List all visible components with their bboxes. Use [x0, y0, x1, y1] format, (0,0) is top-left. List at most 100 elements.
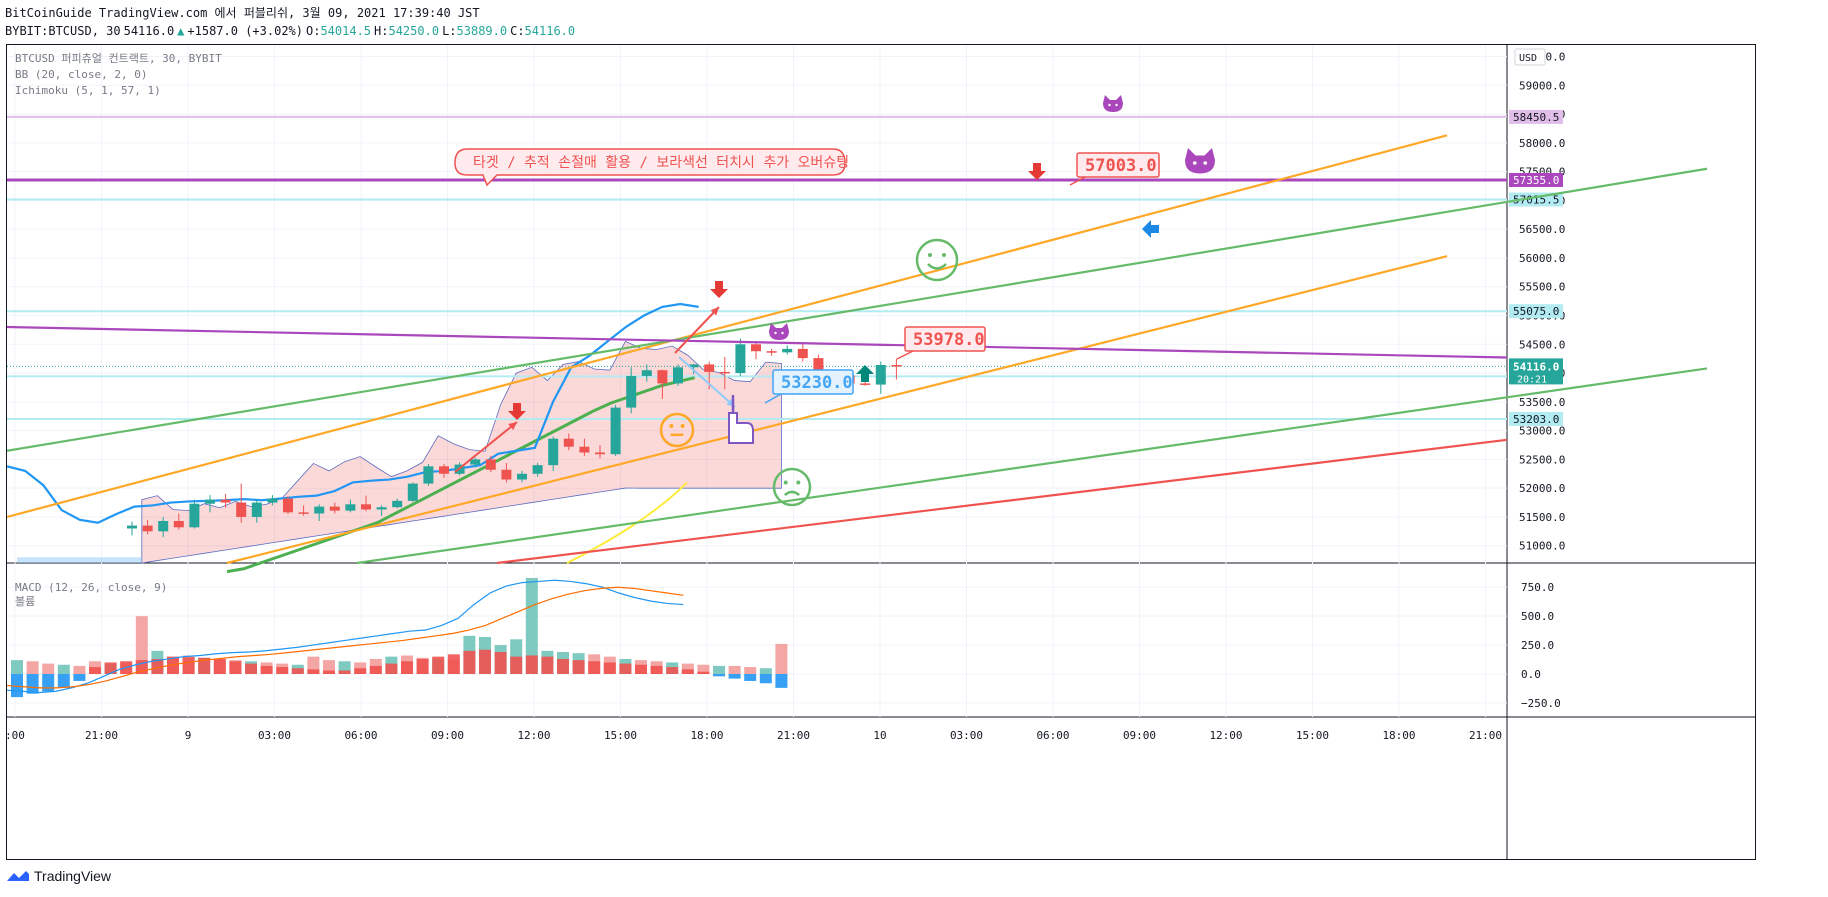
price-pane[interactable]	[7, 115, 1507, 574]
volume-bar	[354, 662, 367, 674]
candle-body	[205, 499, 215, 504]
price-tick-label: 59000.0	[1519, 79, 1565, 92]
macd-histogram-bar	[744, 674, 757, 681]
price-axis[interactable]: 59500.059000.058500.058000.057500.057000…	[1509, 48, 1565, 553]
chart-header: BitCoinGuide TradingView.com 에서 퍼블리쉬, 3월…	[5, 4, 578, 40]
price-tick-label: 56000.0	[1519, 252, 1565, 265]
macd-histogram-bar	[697, 671, 710, 674]
macd-axis[interactable]: 750.0 500.0 250.0 0.0 −250.0	[1521, 581, 1561, 710]
macd-histogram-bar	[276, 667, 289, 674]
open-value: 54014.5	[320, 24, 372, 38]
bollinger-upper-line	[7, 302, 699, 524]
macd-histogram-bar	[494, 652, 507, 674]
cat-icon-eye	[1108, 103, 1111, 107]
candle-body	[735, 344, 746, 374]
chart-canvas[interactable]: 59500.059000.058500.058000.057500.057000…	[7, 45, 1755, 859]
volume-bar	[713, 665, 725, 674]
candle-body	[766, 351, 777, 353]
projection-arrow-2-head	[710, 307, 719, 316]
price-tick-label: 53000.0	[1519, 425, 1565, 438]
price-tick-label: 51500.0	[1519, 511, 1565, 524]
volume-bar	[135, 616, 148, 674]
projection-arrow-1-head	[508, 422, 517, 431]
macd-histogram-bar	[759, 674, 772, 684]
macd-histogram-bar	[525, 655, 538, 674]
price-tick-label: 53500.0	[1519, 396, 1565, 409]
candle-body	[173, 520, 184, 528]
trend-line	[7, 167, 1708, 452]
macd-histogram-bar	[104, 662, 117, 674]
candle-body	[797, 348, 808, 359]
time-tick-label: 03:00	[950, 729, 983, 742]
macd-histogram-bar	[681, 669, 694, 674]
macd-pane[interactable]	[7, 577, 788, 698]
macd-histogram-bar	[182, 657, 195, 674]
cat-icon-eye	[1203, 161, 1208, 165]
time-tick-label: 21:00	[777, 729, 810, 742]
chart-frame[interactable]: 59500.059000.058500.058000.057500.057000…	[6, 44, 1756, 860]
time-axis[interactable]: :00 21:00 9 03:00 06:00 09:00 12:00 15:00 18:00 2…	[7, 729, 1502, 742]
callout-shape	[454, 148, 846, 187]
price-marker	[1509, 411, 1563, 426]
macd-tick-label: −250.0	[1521, 697, 1561, 710]
price-marker-label: 55075.0	[1513, 305, 1559, 318]
candle-body	[657, 370, 668, 384]
macd-histogram-bar	[713, 674, 725, 677]
time-tick-label: 15:00	[604, 729, 637, 742]
footer[interactable]: TradingView	[6, 868, 111, 884]
volume-bar	[759, 668, 772, 674]
macd-histogram-bar	[89, 667, 101, 674]
macd-histogram-bar	[401, 661, 413, 674]
happy-face-icon-eye	[928, 253, 932, 257]
macd-histogram-bar	[260, 665, 273, 674]
candle-body	[548, 438, 559, 466]
macd-histogram-bar	[354, 668, 367, 674]
volume-bar	[42, 663, 55, 674]
price-marker-label: 57015.5	[1513, 194, 1559, 207]
candle-body	[439, 466, 449, 474]
macd-histogram-bar	[572, 660, 585, 674]
neutral-face-icon	[659, 412, 695, 448]
price-tick-label: 51000.0	[1519, 540, 1565, 553]
ohlc-line: BYBIT:BTCUSD, 30 54116.0 ▲ +1587.0 (+3.02%)…	[5, 24, 576, 38]
candle-body	[345, 504, 356, 511]
trend-line	[356, 367, 1708, 565]
candle-body	[376, 507, 387, 510]
price-marker	[1509, 192, 1563, 207]
price-marker-label: 53203.0	[1513, 413, 1559, 426]
candle-body	[501, 469, 512, 480]
candle-body	[470, 459, 481, 465]
macd-histogram-bar	[338, 670, 351, 674]
candle-body	[267, 498, 278, 503]
candle-body	[236, 502, 247, 517]
macd-histogram-bar	[26, 674, 39, 694]
drawings[interactable]: 타겟 / 추적 손절매 활용 / 보라색선 터치시 추가 오버슈팅 57003.0…	[7, 95, 1708, 565]
price-marker	[1509, 109, 1563, 124]
neutral-face-icon-eye	[669, 424, 674, 428]
macd-histogram-bar	[635, 664, 647, 674]
macd-histogram-bar	[541, 656, 554, 674]
last-value: 54116.0	[123, 24, 175, 38]
candle-body	[595, 452, 605, 455]
pointing-hand-icon	[728, 412, 754, 444]
trend-line	[226, 255, 1448, 565]
macd-histogram-bar	[229, 661, 242, 674]
price-marker-label: 58450.5	[1513, 111, 1559, 124]
legend-macd-sub: 볼륨	[15, 595, 35, 608]
countdown-label: 20:21	[1517, 374, 1547, 385]
candle-body	[563, 438, 574, 447]
price-tick-label: 56500.0	[1519, 223, 1565, 236]
legend: BTCUSD 퍼피츄얼 컨트랙트, 30, BYBIT BB (20, clos…	[15, 51, 222, 608]
candle-body	[688, 364, 699, 368]
candle-body	[860, 383, 871, 385]
macd-histogram-bar	[603, 662, 616, 674]
time-tick-label: 09:00	[1123, 729, 1156, 742]
target-pointer	[896, 350, 914, 360]
macd-histogram-bar	[323, 670, 335, 674]
time-tick-label: 12:00	[1209, 729, 1242, 742]
time-tick-label: 12:00	[517, 729, 550, 742]
sad-face-icon	[772, 467, 812, 507]
candle-body	[329, 506, 340, 511]
projection-arrow-3	[678, 356, 736, 408]
footer-brand: TradingView	[34, 868, 112, 884]
